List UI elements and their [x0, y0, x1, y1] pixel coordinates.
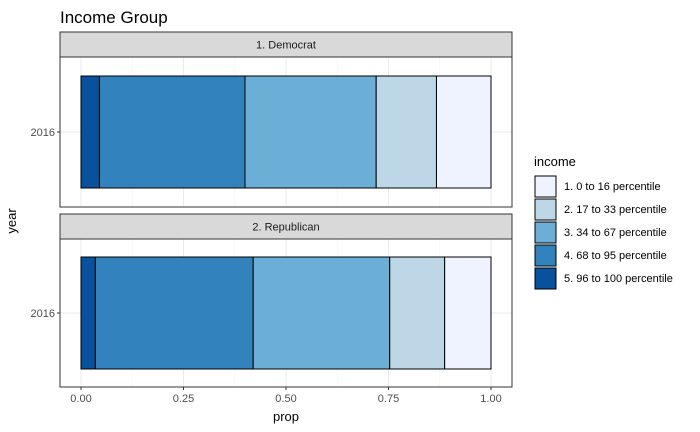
legend-swatch: [534, 175, 557, 198]
legend-label: 3. 34 to 67 percentile: [564, 227, 667, 239]
x-tick-label: 0.50: [275, 393, 296, 405]
legend-swatch: [534, 198, 557, 221]
bar-segment: [94, 256, 254, 370]
legend-title: income: [534, 154, 576, 169]
chart-title: Income Group: [60, 8, 168, 27]
legend-label: 4. 68 to 95 percentile: [564, 250, 667, 262]
x-tick-label: 0.25: [173, 393, 194, 405]
legend-swatch: [534, 267, 557, 290]
facet-strip-label: 1. Democrat: [256, 40, 316, 52]
y-axis-title: year: [4, 208, 19, 234]
legend-item: 2. 17 to 33 percentile: [534, 198, 667, 221]
x-tick-label: 1.00: [480, 393, 501, 405]
facet-strip: [59, 213, 513, 240]
bar-segment: [98, 75, 246, 189]
y-tick-label: 2016: [31, 308, 55, 320]
legend: income 1. 0 to 16 percentile 2. 17 to 33 …: [534, 154, 673, 290]
legend-swatch: [534, 221, 557, 244]
bar-segment: [80, 75, 100, 189]
legend-item: 5. 96 to 100 percentile: [534, 267, 673, 290]
bar-segment: [389, 256, 446, 370]
legend-item: 4. 68 to 95 percentile: [534, 244, 667, 267]
bar-segment: [375, 75, 437, 189]
bar-segment: [252, 256, 391, 370]
facet-strip: [59, 31, 513, 58]
facet-panel-2: 2. Republican 2016: [31, 213, 513, 388]
facet-panel-1: 1. Democrat 2016: [31, 31, 513, 208]
legend-label: 2. 17 to 33 percentile: [564, 204, 667, 216]
legend-label: 5. 96 to 100 percentile: [564, 273, 673, 285]
y-tick-label: 2016: [31, 127, 55, 139]
facets-layer: 1. Democrat 2016 2. Republican 2016: [31, 31, 513, 388]
legend-items: 1. 0 to 16 percentile 2. 17 to 33 percent…: [534, 175, 673, 290]
bar-segment: [444, 256, 492, 370]
x-tick-label: 0.75: [378, 393, 399, 405]
facet-strip-label: 2. Republican: [252, 222, 319, 234]
bar-segment: [80, 256, 96, 370]
legend-item: 3. 34 to 67 percentile: [534, 221, 667, 244]
x-axis: 0.00 0.25 0.50 0.75 1.00: [70, 387, 502, 405]
bar-segment: [244, 75, 377, 189]
legend-label: 1. 0 to 16 percentile: [564, 181, 661, 193]
legend-swatch: [534, 244, 557, 267]
x-axis-title: prop: [273, 409, 299, 424]
x-tick-label: 0.00: [70, 393, 91, 405]
legend-item: 1. 0 to 16 percentile: [534, 175, 661, 198]
bar-segment: [435, 75, 492, 189]
